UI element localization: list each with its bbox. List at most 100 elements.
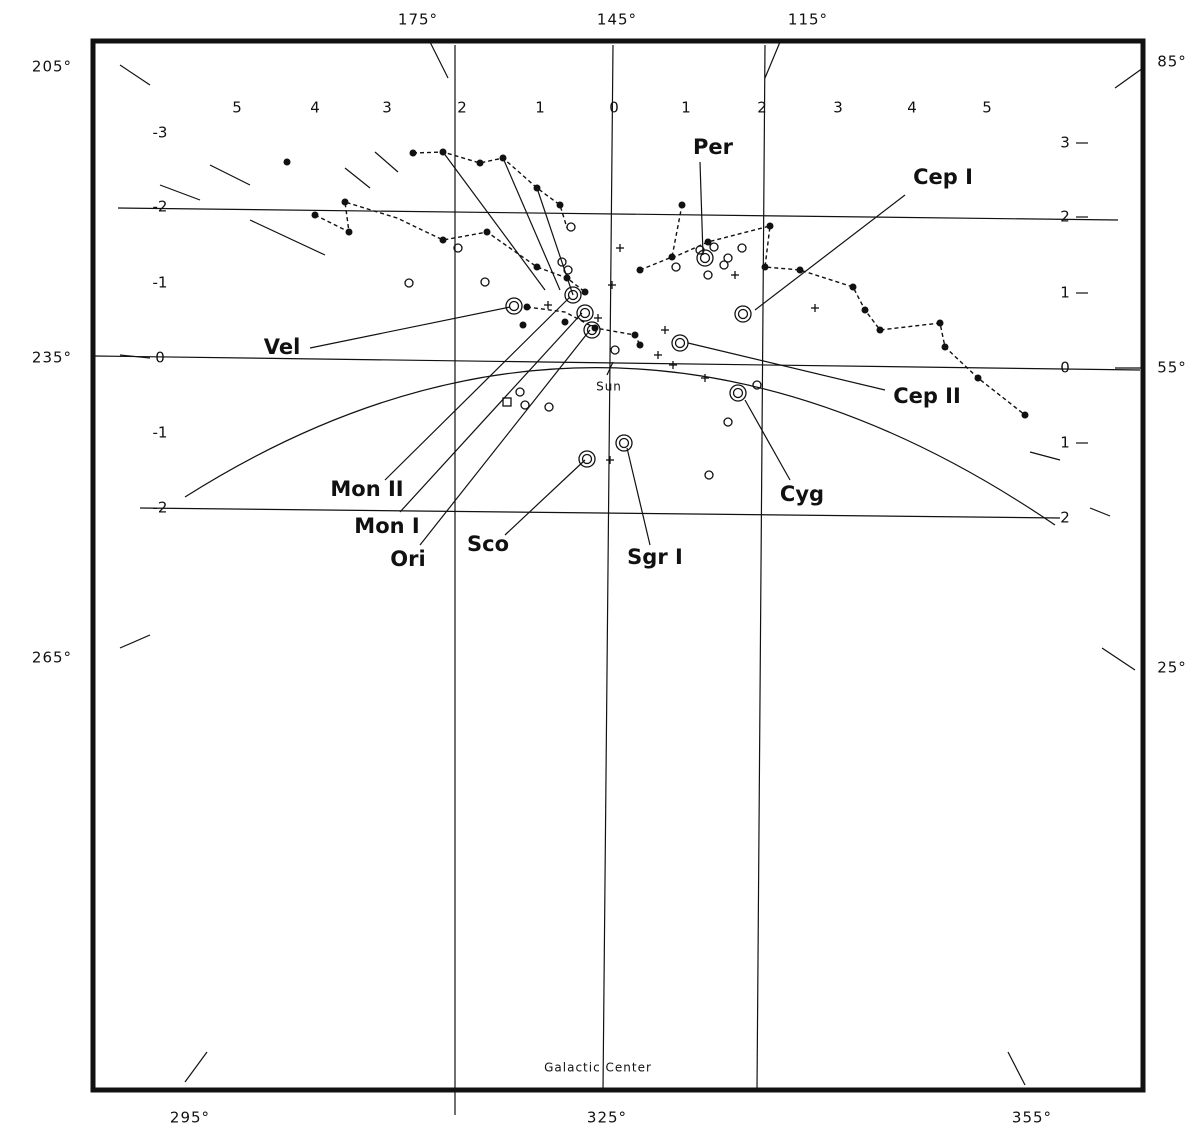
star-open <box>557 257 567 267</box>
cluster <box>564 286 582 304</box>
star-filled <box>533 263 541 271</box>
star-filled <box>876 326 884 334</box>
region-label: Sco <box>467 532 509 556</box>
cluster <box>586 324 598 336</box>
scale-label: 1 <box>1060 284 1070 302</box>
cluster <box>674 337 686 349</box>
region-label: Cep I <box>913 165 973 189</box>
scale-label: 5 <box>232 99 242 117</box>
scale-label: 3 <box>833 99 843 117</box>
star-filled <box>561 318 569 326</box>
star-filled <box>283 158 291 166</box>
scale-label: 2 <box>1060 208 1070 226</box>
star-filled <box>476 159 484 167</box>
cluster <box>734 305 752 323</box>
scale-label: -2 <box>153 499 168 517</box>
edge-label: 325° <box>587 1109 627 1127</box>
region-label: Ori <box>390 547 425 571</box>
region-label: Per <box>693 135 734 159</box>
edge-label: 295° <box>170 1109 210 1127</box>
star-open <box>544 402 554 412</box>
region-label: Mon I <box>354 514 419 538</box>
star-filled <box>936 319 944 327</box>
region-label: Mon II <box>330 477 403 501</box>
sun-label: Sun <box>596 380 622 394</box>
scale-label: 1 <box>1060 434 1070 452</box>
star-open <box>671 262 681 272</box>
star-filled <box>563 274 571 282</box>
star-chains <box>314 151 1026 416</box>
scale-label: 0 <box>1060 359 1070 377</box>
edge-label: 25° <box>1157 659 1187 677</box>
cluster <box>615 434 633 452</box>
star-open <box>709 242 719 252</box>
scale-label: -1 <box>153 424 168 442</box>
scale-label: -3 <box>153 124 168 142</box>
cluster <box>581 453 593 465</box>
cluster <box>729 384 747 402</box>
star-open <box>723 417 733 427</box>
cluster <box>508 300 520 312</box>
scale-label: 2 <box>757 99 767 117</box>
scale-label: 4 <box>310 99 320 117</box>
star-open <box>610 345 620 355</box>
star-filled <box>678 201 686 209</box>
center-label: Galactic Center <box>544 1061 652 1075</box>
star-filled <box>796 266 804 274</box>
region-label: Cep II <box>893 384 961 408</box>
cluster <box>696 249 714 267</box>
cluster <box>699 252 711 264</box>
scale-label: -1 <box>153 274 168 292</box>
scale-label: 4 <box>907 99 917 117</box>
region-label: Cyg <box>780 482 824 506</box>
cluster <box>579 307 591 319</box>
star-filled <box>523 303 531 311</box>
star-filled <box>439 148 447 156</box>
cluster <box>505 297 523 315</box>
square <box>502 397 512 407</box>
star-open <box>723 253 733 263</box>
star-filled <box>636 266 644 274</box>
scale-label: 3 <box>382 99 392 117</box>
star-filled <box>1021 411 1029 419</box>
scale-label: 0 <box>609 99 619 117</box>
star-open <box>566 222 576 232</box>
star-filled <box>581 288 589 296</box>
star-filled <box>499 154 507 162</box>
star-filled <box>519 321 527 329</box>
star-open <box>703 270 713 280</box>
star-open <box>737 243 747 253</box>
star-filled <box>761 263 769 271</box>
star-filled <box>974 374 982 382</box>
star-filled <box>861 306 869 314</box>
edge-label: 355° <box>1012 1109 1052 1127</box>
edge-label: 55° <box>1157 359 1187 377</box>
cluster <box>732 387 744 399</box>
cluster <box>618 437 630 449</box>
scale-label: 5 <box>982 99 992 117</box>
star-filled <box>704 238 712 246</box>
leaders <box>309 161 906 546</box>
star-open <box>453 243 463 253</box>
star-filled <box>941 343 949 351</box>
star-filled <box>409 149 417 157</box>
star-filled <box>636 341 644 349</box>
stars <box>283 148 1029 480</box>
grid <box>94 41 1144 1115</box>
cluster <box>583 321 601 339</box>
scale-label: 2 <box>457 99 467 117</box>
star-filled <box>533 184 541 192</box>
edge-labels: 175° 145° 115° 205° 235° 265° 85° 55° 25… <box>32 11 1187 1127</box>
star-filled <box>849 283 857 291</box>
star-filled <box>345 228 353 236</box>
edge-label: 145° <box>597 11 637 29</box>
star-filled <box>483 228 491 236</box>
star-filled <box>766 222 774 230</box>
edge-label: 115° <box>788 11 828 29</box>
cluster <box>737 308 749 320</box>
scale-label: 1 <box>535 99 545 117</box>
edge-label: 85° <box>1157 53 1187 71</box>
star-open <box>704 470 714 480</box>
star-filled <box>556 201 564 209</box>
